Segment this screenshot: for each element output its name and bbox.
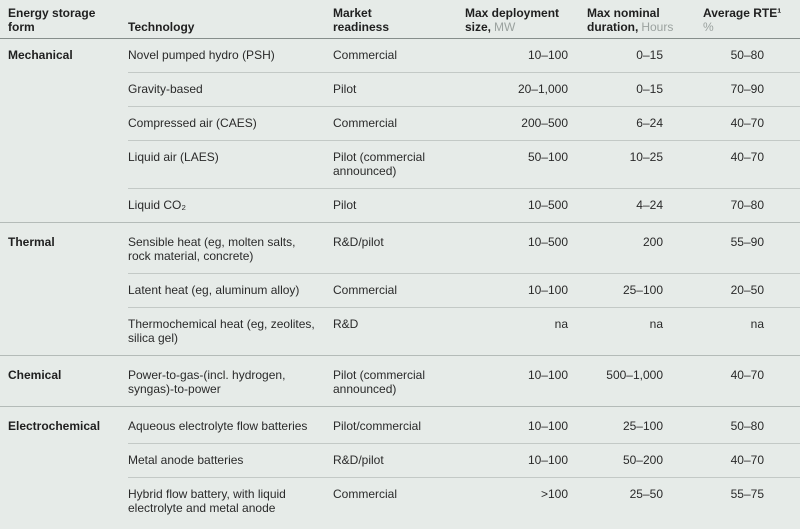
header-line: form bbox=[8, 20, 35, 34]
technology-cell: Hybrid flow battery, with liquid electro… bbox=[128, 477, 333, 525]
size-cell: >100 bbox=[460, 477, 572, 525]
duration-cell: 200 bbox=[572, 222, 668, 274]
table-row: Liquid air (LAES) Pilot (commercial annou… bbox=[0, 140, 800, 189]
readiness-cell: Pilot bbox=[333, 72, 460, 107]
table-row: Compressed air (CAES) Commercial 200–500 6–… bbox=[0, 106, 800, 141]
size-cell: 200–500 bbox=[460, 106, 572, 141]
technology-cell: Metal anode batteries bbox=[128, 443, 333, 478]
header-line: duration, bbox=[587, 20, 639, 34]
table-row: Thermal Sensible heat (eg, molten salts, … bbox=[0, 222, 800, 356]
table-row: Gravity-based Pilot 20–1,000 0–15 70–90 bbox=[0, 72, 800, 107]
technology-cell: Gravity-based bbox=[128, 72, 333, 107]
technology-cell: Liquid CO₂ bbox=[128, 188, 333, 223]
readiness-cell: R&D/pilot bbox=[333, 222, 460, 274]
duration-cell: 0–15 bbox=[572, 72, 668, 107]
readiness-cell: Commercial bbox=[333, 273, 460, 308]
header-line: Average RTE¹ bbox=[703, 6, 782, 20]
readiness-cell: Commercial bbox=[333, 48, 398, 62]
duration-cell: 10–25 bbox=[572, 140, 668, 189]
technology-cell: Novel pumped hydro (PSH) bbox=[128, 48, 275, 62]
form-cell: Chemical bbox=[0, 355, 128, 407]
header-line: size, bbox=[465, 20, 492, 34]
header-line: Technology bbox=[128, 20, 195, 34]
header-market-readiness: Market readiness bbox=[333, 0, 460, 39]
rte-cell: 40–70 bbox=[668, 106, 800, 141]
duration-cell: 25–50 bbox=[572, 477, 668, 525]
header-line: Market bbox=[333, 6, 372, 20]
size-cell: na bbox=[460, 307, 572, 356]
readiness-cell: Commercial bbox=[333, 477, 460, 525]
rte-cell: 40–70 bbox=[668, 443, 800, 478]
table-row: Latent heat (eg, aluminum alloy) Commerci… bbox=[0, 273, 800, 308]
technology-cell: Latent heat (eg, aluminum alloy) bbox=[128, 273, 333, 308]
rte-cell: 20–50 bbox=[668, 273, 800, 308]
rte-cell: 50–80 bbox=[668, 406, 800, 444]
rte-cell: 55–75 bbox=[668, 477, 800, 525]
rte-cell: 55–90 bbox=[668, 222, 800, 274]
duration-cell: 25–100 bbox=[572, 273, 668, 308]
readiness-cell: Pilot (commercial announced) bbox=[333, 140, 460, 189]
duration-cell: 0–15 bbox=[636, 48, 663, 62]
size-cell: 10–100 bbox=[460, 406, 572, 444]
size-cell: 10–100 bbox=[460, 443, 572, 478]
size-cell: 10–100 bbox=[527, 48, 568, 62]
technology-cell: Thermochemical heat (eg, zeolites, silic… bbox=[128, 307, 333, 356]
header-line: readiness bbox=[333, 20, 390, 34]
header-technology: Technology bbox=[128, 0, 333, 39]
rte-cell: 40–70 bbox=[668, 355, 800, 407]
header-energy-storage-form: Energy storage form bbox=[0, 0, 128, 39]
duration-cell: 4–24 bbox=[572, 188, 668, 223]
rte-cell: 70–90 bbox=[668, 72, 800, 107]
table-row: Liquid CO₂ Pilot 10–500 4–24 70–80 bbox=[0, 188, 800, 223]
duration-cell: 50–200 bbox=[572, 443, 668, 478]
duration-cell: na bbox=[572, 307, 668, 356]
technology-cell: Sensible heat (eg, molten salts, rock ma… bbox=[128, 222, 333, 274]
readiness-cell: Pilot bbox=[333, 188, 460, 223]
table-row: Electrochemical Aqueous electrolyte flow … bbox=[0, 406, 800, 525]
size-cell: 10–500 bbox=[460, 222, 572, 274]
technology-cell: Liquid air (LAES) bbox=[128, 140, 333, 189]
table-row: Chemical Power-to-gas-(incl. hydrogen, sy… bbox=[0, 355, 800, 407]
rte-cell: 50–80 bbox=[730, 48, 764, 62]
size-cell: 10–100 bbox=[460, 273, 572, 308]
duration-cell: 500–1,000 bbox=[572, 355, 668, 407]
table-row: Hybrid flow battery, with liquid electro… bbox=[0, 477, 800, 525]
table-header: Energy storage form Technology Market re… bbox=[0, 0, 800, 39]
duration-cell: 6–24 bbox=[572, 106, 668, 141]
header-max-nominal-duration: Max nominal duration, Hours bbox=[572, 0, 673, 39]
duration-cell: 25–100 bbox=[572, 406, 668, 444]
readiness-cell: R&D/pilot bbox=[333, 443, 460, 478]
readiness-cell: R&D bbox=[333, 307, 460, 356]
size-cell: 20–1,000 bbox=[460, 72, 572, 107]
size-cell: 10–100 bbox=[460, 355, 572, 407]
rte-cell: 70–80 bbox=[668, 188, 800, 223]
size-cell: 50–100 bbox=[460, 140, 572, 189]
form-cell: Electrochemical bbox=[0, 406, 128, 525]
header-unit: % bbox=[703, 20, 714, 34]
form-cell: Mechanical bbox=[8, 48, 73, 62]
readiness-cell: Commercial bbox=[333, 106, 460, 141]
header-line: Energy storage bbox=[8, 6, 96, 20]
header-max-deployment-size: Max deployment size, MW bbox=[460, 0, 572, 39]
table-body: Mechanical Novel pumped hydro (PSH) Commer… bbox=[0, 39, 800, 525]
table-row: Mechanical Novel pumped hydro (PSH) Commer… bbox=[0, 39, 800, 73]
header-line: Max nominal bbox=[587, 6, 660, 20]
rte-cell: 40–70 bbox=[668, 140, 800, 189]
technology-cell: Power-to-gas-(incl. hydrogen, syngas)-to… bbox=[128, 355, 333, 407]
header-unit: MW bbox=[494, 20, 516, 34]
readiness-cell: Pilot (commercial announced) bbox=[333, 355, 460, 407]
size-cell: 10–500 bbox=[460, 188, 572, 223]
header-line: Max deployment bbox=[465, 6, 560, 20]
readiness-cell: Pilot/commercial bbox=[333, 406, 460, 444]
technology-cell: Compressed air (CAES) bbox=[128, 106, 333, 141]
table-row: Metal anode batteries R&D/pilot 10–100 50–2… bbox=[0, 443, 800, 478]
form-cell: Thermal bbox=[0, 222, 128, 356]
header-unit: Hours bbox=[641, 20, 674, 34]
rte-cell: na bbox=[668, 307, 800, 356]
table-row: Thermochemical heat (eg, zeolites, silic… bbox=[0, 307, 800, 356]
technology-cell: Aqueous electrolyte flow batteries bbox=[128, 406, 333, 444]
header-average-rte: Average RTE¹ % bbox=[668, 0, 800, 39]
